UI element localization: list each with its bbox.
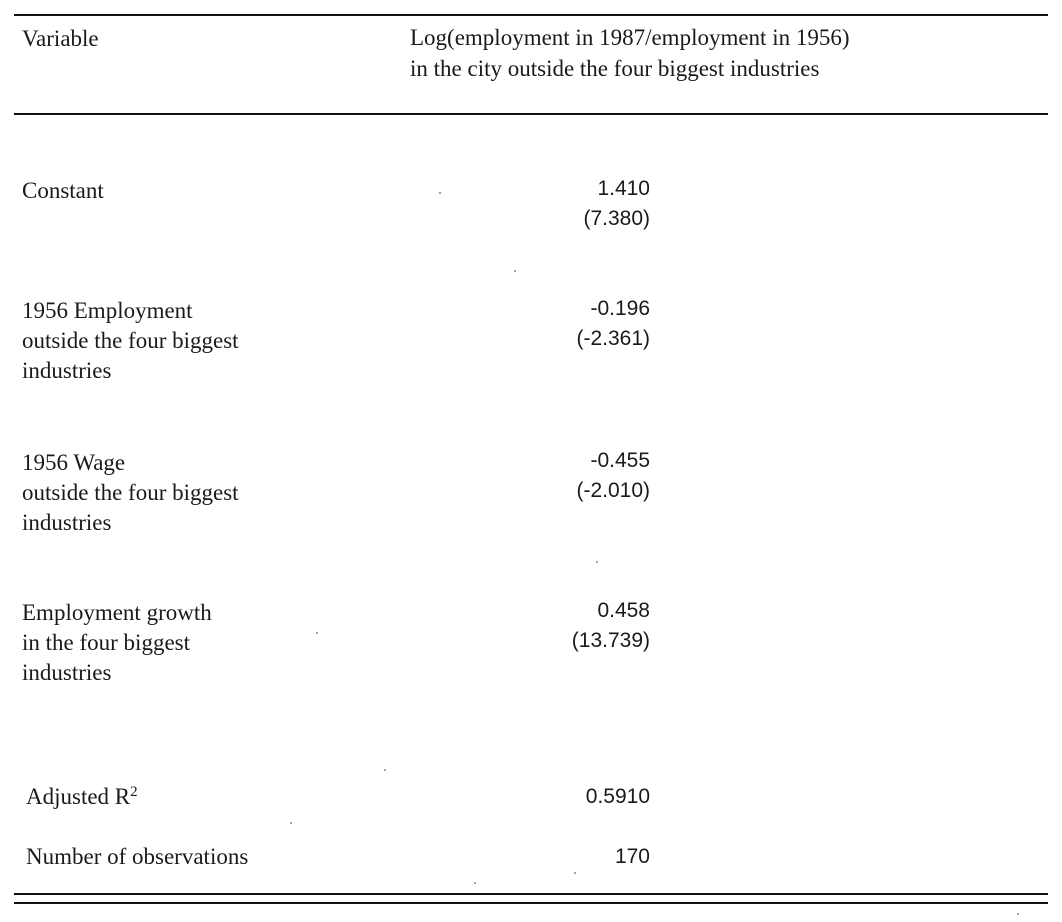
row-constant-label: Constant: [22, 176, 104, 206]
row-wage-coefficient: -0.455: [590, 449, 650, 472]
row-constant-coefficient: 1.410: [597, 177, 650, 200]
row-wage-label-line3: industries: [22, 510, 112, 535]
header-variable: Variable: [22, 26, 99, 51]
row-employment-label-line2: outside the four biggest: [22, 328, 239, 353]
row-growth-coefficient: 0.458: [597, 599, 650, 622]
n-obs-label: Number of observations: [26, 844, 249, 869]
scan-speck: [384, 769, 386, 771]
row-wage-label: 1956 Wage outside the four biggest indus…: [22, 448, 239, 538]
top-rule: [14, 14, 1048, 16]
header-dependent-line2: in the city outside the four biggest ind…: [410, 56, 820, 81]
bottom-rule-1: [14, 893, 1048, 895]
row-growth-label: Employment growth in the four biggest in…: [22, 598, 212, 688]
row-constant-label-line1: Constant: [22, 178, 104, 203]
n-obs-value: 170: [614, 845, 650, 868]
row-wage-tstat: (-2.010): [576, 479, 650, 502]
row-growth-label-line2: in the four biggest: [22, 630, 190, 655]
scan-speck: [474, 882, 476, 884]
row-constant-tstat: (7.380): [583, 207, 650, 230]
adjusted-r2-value: 0.5910: [585, 785, 650, 808]
row-employment-tstat: (-2.361): [576, 327, 650, 350]
scan-speck: [439, 192, 441, 194]
row-growth-tstat: (13.739): [571, 629, 650, 652]
scan-speck: [574, 872, 576, 874]
row-employment-label-line1: 1956 Employment: [22, 298, 193, 323]
scan-speck: [514, 270, 516, 272]
row-employment-coefficient: -0.196: [590, 297, 650, 320]
row-employment-label: 1956 Employment outside the four biggest…: [22, 296, 239, 386]
row-employment-label-line3: industries: [22, 358, 112, 383]
scan-speck: [316, 632, 318, 634]
scan-speck: [290, 822, 292, 824]
scan-speck: [596, 561, 598, 563]
row-growth-label-line3: industries: [22, 660, 112, 685]
scan-speck: [1017, 913, 1019, 915]
header-rule: [14, 113, 1048, 115]
row-growth-label-line1: Employment growth: [22, 600, 212, 625]
bottom-rule-2: [14, 902, 1048, 904]
adjusted-r2-superscript: 2: [130, 784, 138, 800]
header-dependent-line1: Log(employment in 1987/employment in 195…: [410, 25, 850, 50]
adjusted-r2-label-text: Adjusted R: [26, 784, 131, 809]
row-wage-label-line1: 1956 Wage: [22, 450, 126, 475]
row-wage-label-line2: outside the four biggest: [22, 480, 239, 505]
adjusted-r2-label: Adjusted R2: [26, 782, 138, 812]
header-dependent-variable: Log(employment in 1987/employment in 195…: [410, 22, 850, 84]
